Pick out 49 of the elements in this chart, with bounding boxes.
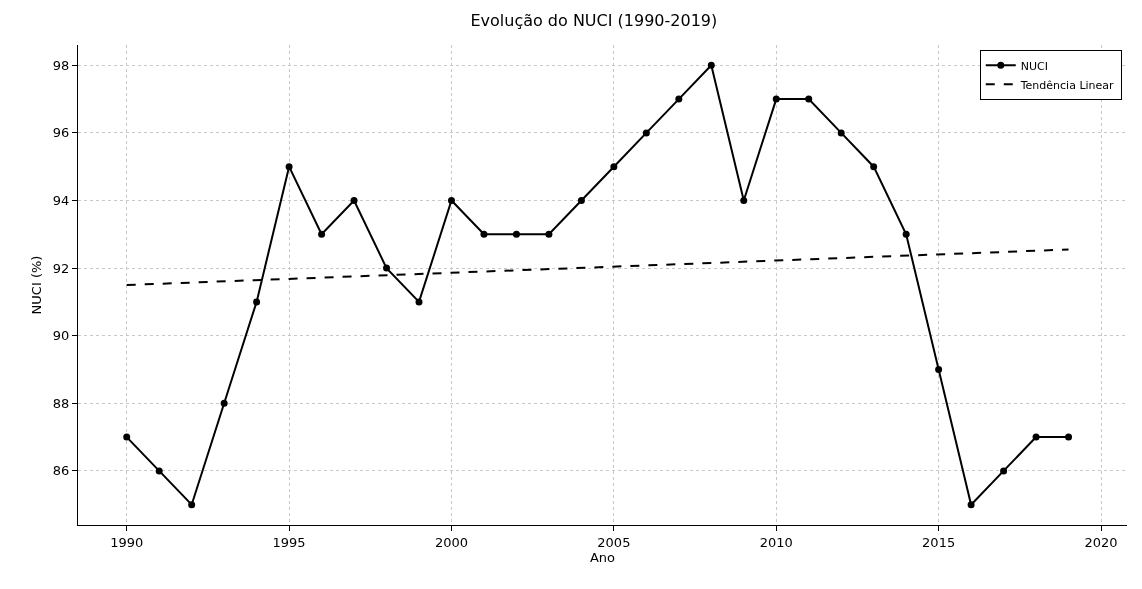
- point: [155, 467, 163, 475]
- point: [512, 230, 520, 238]
- x-tick-label: 1995: [272, 534, 306, 550]
- legend-label: NUCI: [1020, 59, 1048, 73]
- y-tick-label: 88: [52, 395, 70, 411]
- x-tick-label: 2000: [434, 534, 469, 550]
- point: [253, 298, 261, 306]
- y-tick-label: 94: [52, 193, 70, 209]
- x-tick-label: 2020: [1084, 534, 1118, 550]
- x-axis-title: Ano: [589, 550, 616, 566]
- point: [447, 196, 455, 204]
- point: [837, 129, 845, 137]
- y-axis-title: NUCI (%): [28, 255, 44, 315]
- x-tick-label: 2010: [759, 534, 793, 550]
- point: [318, 230, 326, 238]
- point: [383, 264, 391, 272]
- x-tick-label: 2015: [922, 534, 956, 550]
- point: [935, 366, 943, 374]
- y-tick-label: 90: [52, 328, 70, 344]
- point: [285, 163, 293, 171]
- point: [642, 129, 650, 137]
- point: [967, 501, 975, 509]
- point: [188, 501, 196, 509]
- point: [1065, 433, 1073, 441]
- x-tick-label: 1990: [110, 534, 144, 550]
- point: [805, 95, 813, 103]
- y-tick-label: 92: [52, 260, 70, 276]
- point: [707, 61, 715, 69]
- point: [740, 196, 748, 204]
- point: [577, 196, 585, 204]
- y-tick-label: 98: [52, 57, 70, 73]
- y-tick-label: 86: [52, 463, 70, 479]
- point: [870, 163, 878, 171]
- point: [1032, 433, 1040, 441]
- point: [772, 95, 780, 103]
- chart-title: Evolução do NUCI (1990-2019): [470, 10, 718, 30]
- point: [902, 230, 910, 238]
- point: [610, 163, 618, 171]
- point: [480, 230, 488, 238]
- legend-label: Tendência Linear: [1019, 78, 1115, 92]
- point: [675, 95, 683, 103]
- y-tick-label: 96: [52, 125, 70, 141]
- x-tick-label: 2005: [597, 534, 631, 550]
- point: [350, 196, 358, 204]
- point: [545, 230, 553, 238]
- point: [123, 433, 131, 441]
- point: [220, 399, 228, 407]
- point: [1000, 467, 1008, 475]
- point: [415, 298, 423, 306]
